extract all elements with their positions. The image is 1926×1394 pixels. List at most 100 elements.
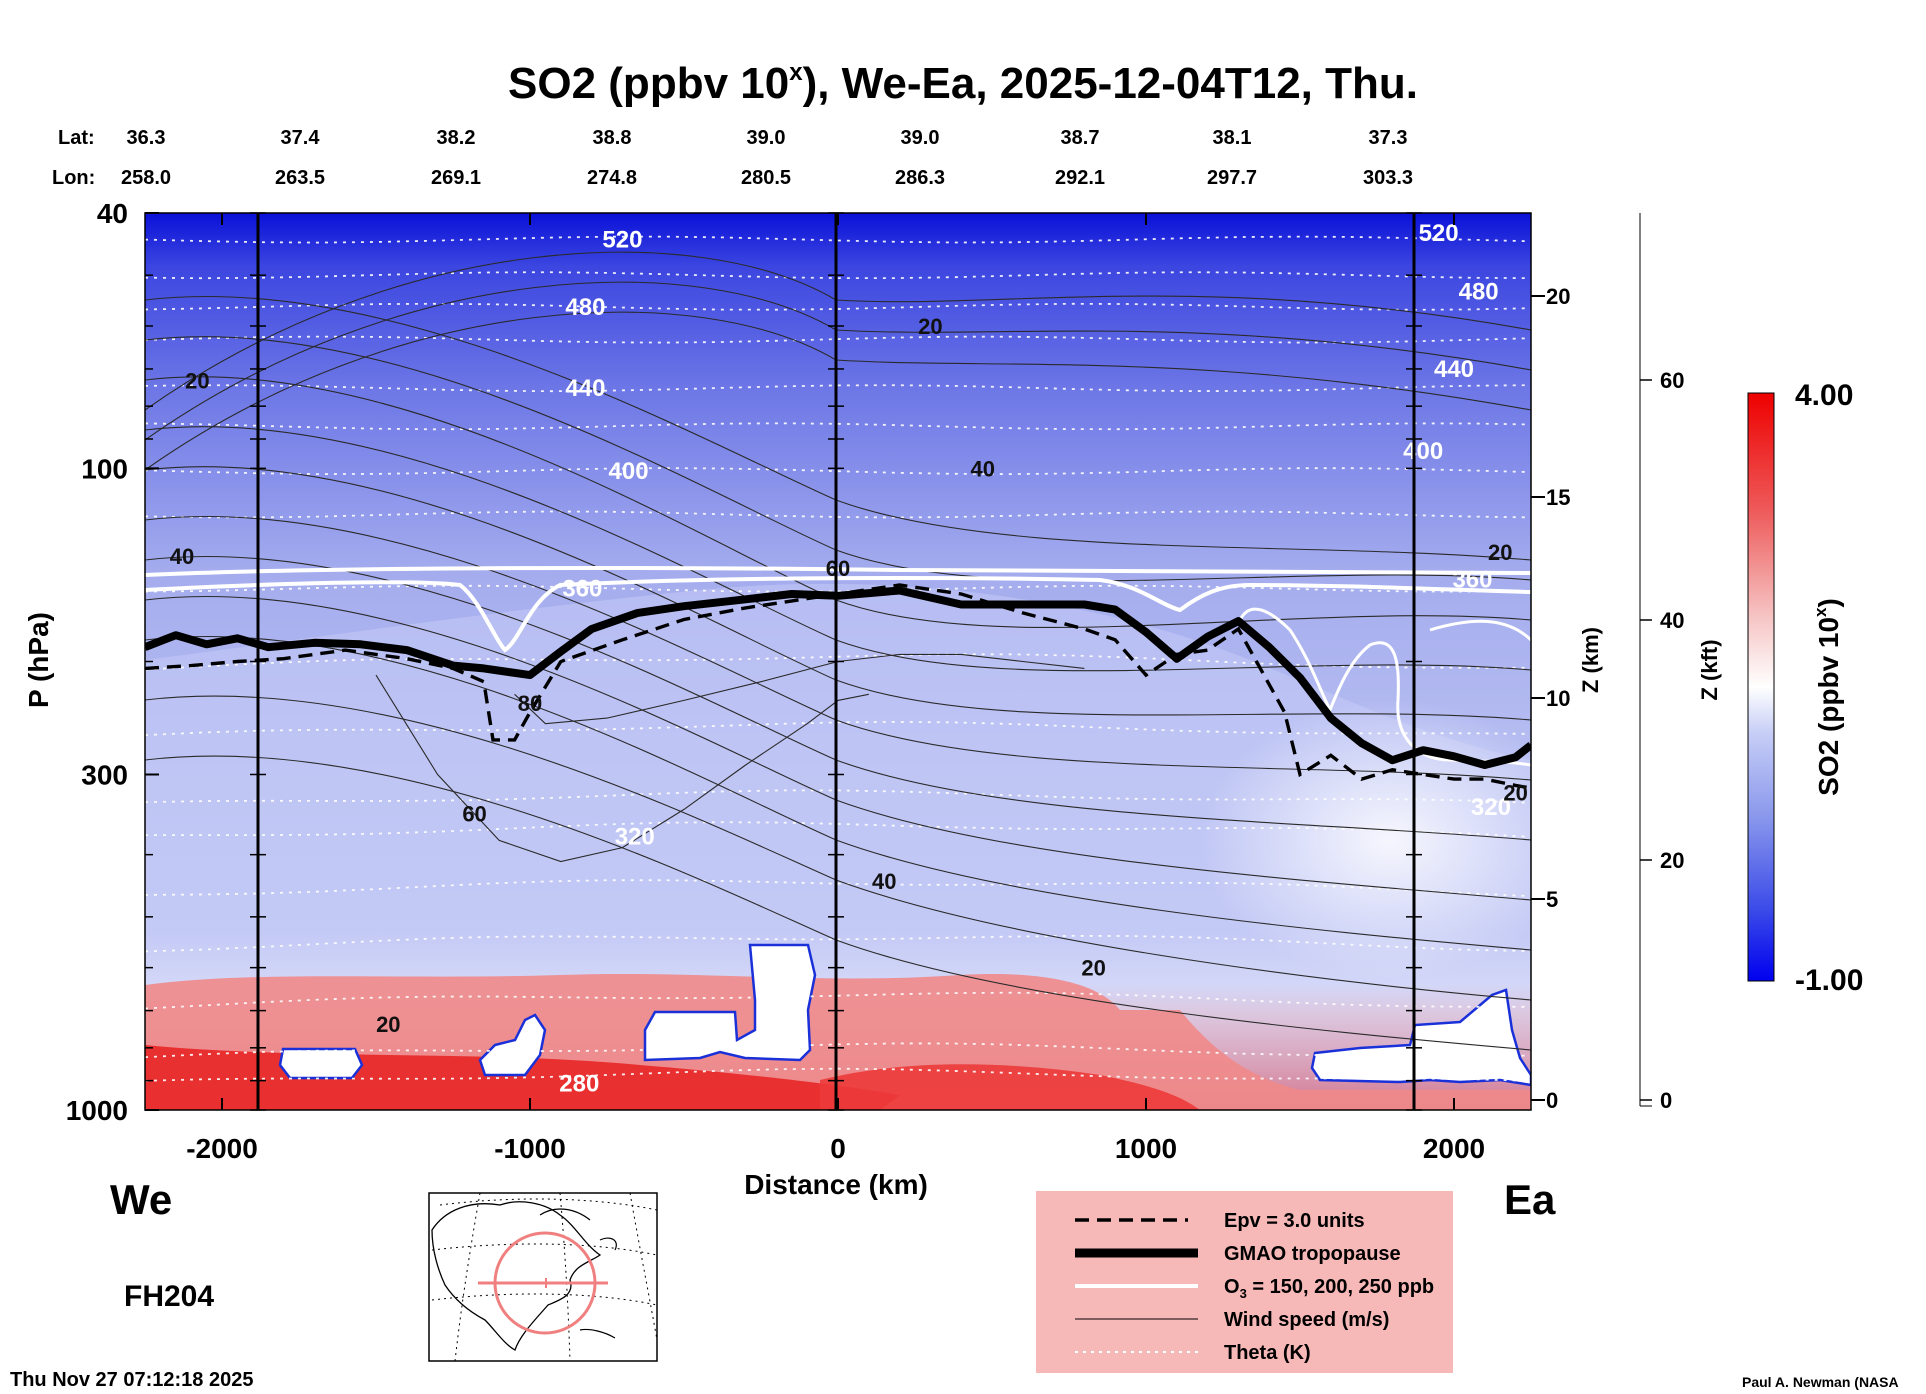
theta-label: 440 [565, 375, 605, 402]
wind-speed-label: 40 [872, 869, 896, 894]
lon-value: 274.8 [587, 167, 637, 189]
wind-speed-label: 20 [1488, 540, 1512, 565]
wind-speed-label: 60 [826, 556, 850, 581]
legend: Epv = 3.0 units GMAO tropopause O3 = 150… [1036, 1191, 1453, 1373]
theta-label: 400 [609, 458, 649, 485]
wind-speed-label: 80 [518, 691, 542, 716]
theta-contour [145, 384, 1531, 393]
direction-west: We [110, 1176, 172, 1223]
y-tick-label: 300 [81, 759, 128, 790]
lon-value: 258.0 [121, 167, 171, 189]
x-tick-label: 0 [830, 1133, 846, 1164]
theta-contour [145, 1042, 1531, 1059]
lon-value: 292.1 [1055, 167, 1105, 189]
theta-label: 360 [1452, 566, 1492, 593]
theta-label: 480 [1459, 278, 1499, 305]
x-axis-label: Distance (km) [744, 1169, 928, 1200]
theta-contour [145, 271, 1531, 280]
lon-value: 286.3 [895, 167, 945, 189]
theta-label: 320 [615, 824, 655, 851]
chart-title: SO2 (ppbv 10x), We-Ea, 2025-12-04T12, Th… [508, 59, 1418, 108]
z-kft-label: Z (kft) [1697, 639, 1722, 700]
theta-contour [145, 991, 1531, 1010]
z-kft-tick-label: 20 [1660, 848, 1684, 873]
wind-speed-label: 20 [1503, 780, 1527, 805]
wind-speed-contour [375, 674, 869, 863]
x-tick-label: 2000 [1423, 1133, 1485, 1164]
legend-theta: Theta (K) [1224, 1342, 1311, 1364]
x-tick-label: 1000 [1115, 1133, 1177, 1164]
epv-3-units-line [145, 583, 1531, 790]
lon-value: 280.5 [741, 167, 791, 189]
wind-speed-label: 40 [170, 544, 194, 569]
lon-value: 303.3 [1363, 167, 1413, 189]
colorbar-max-label: 4.00 [1795, 379, 1853, 412]
wind-speed-label: 60 [462, 801, 486, 826]
lon-value: 263.5 [275, 167, 325, 189]
theta-label: 440 [1434, 356, 1474, 383]
theta-label: 280 [559, 1071, 599, 1098]
theta-contour [145, 235, 1531, 244]
credit: Paul A. Newman (NASA [1742, 1374, 1899, 1390]
direction-east: Ea [1504, 1176, 1556, 1223]
colorbar-label: SO2 (ppbv 10x) [1811, 598, 1844, 796]
legend-ozone: O3 = 150, 200, 250 ppb [1224, 1276, 1434, 1301]
lon-value: 297.7 [1207, 167, 1257, 189]
legend-epv: Epv = 3.0 units [1224, 1210, 1365, 1232]
y-tick-label: 100 [81, 453, 128, 484]
y-tick-label: 1000 [66, 1095, 128, 1126]
theta-contour [145, 879, 1531, 898]
lat-lon-header: Lat: Lon: 36.3 37.4 38.2 38.8 39.0 39.0 38.7 38… [52, 127, 1413, 189]
theta-contour [145, 653, 1531, 671]
forecast-hour: FH204 [124, 1280, 214, 1313]
theta-label: 480 [565, 294, 605, 321]
z-km-tick-label: 15 [1546, 485, 1570, 510]
wind-speed-contour [514, 653, 1085, 725]
z-km-tick-label: 0 [1546, 1088, 1558, 1113]
lat-value: 39.0 [747, 127, 786, 149]
theta-label: 320 [1471, 794, 1511, 821]
theta-contour [145, 821, 1531, 838]
wind-speed-label: 20 [1081, 956, 1105, 981]
theta-label: 360 [562, 576, 602, 603]
legend-tropopause: GMAO tropopause [1224, 1243, 1401, 1265]
wind-speed-label: 20 [918, 314, 942, 339]
theta-contour [145, 302, 1531, 311]
locator-map [428, 1192, 658, 1362]
wind-speed-label: 40 [971, 456, 995, 481]
wind-speed-label: 20 [185, 369, 209, 394]
lat-value: 37.4 [281, 127, 321, 149]
z-kft-tick-label: 60 [1660, 368, 1684, 393]
theta-contour [145, 789, 1531, 804]
z-kft-tick-label: 0 [1660, 1088, 1672, 1113]
y-axis-label: P (hPa) [23, 612, 54, 708]
timestamp: Thu Nov 27 07:12:18 2025 [10, 1369, 253, 1391]
theta-contour [145, 335, 1531, 344]
lat-label: Lat: [58, 127, 95, 149]
theta-contour [145, 934, 1531, 953]
lat-value: 38.7 [1061, 127, 1100, 149]
gmao-tropopause-line [145, 586, 1531, 769]
lon-label: Lon: [52, 167, 95, 189]
lon-value: 269.1 [431, 167, 481, 189]
z-kft-tick-label: 40 [1660, 608, 1684, 633]
lat-value: 38.8 [593, 127, 632, 149]
z-km-tick-label: 5 [1546, 887, 1558, 912]
theta-contour [145, 422, 1531, 431]
lat-value: 37.3 [1369, 127, 1408, 149]
x-tick-label: -1000 [494, 1133, 566, 1164]
lat-value: 38.2 [437, 127, 476, 149]
lat-value: 36.3 [127, 127, 166, 149]
legend-wind: Wind speed (m/s) [1224, 1309, 1389, 1331]
theta-label: 520 [1419, 220, 1459, 247]
theta-label: 520 [602, 227, 642, 254]
z-km-label: Z (km) [1578, 627, 1603, 693]
wind-speed-label: 20 [376, 1012, 400, 1037]
colorbar [1747, 392, 1775, 982]
lat-value: 38.1 [1213, 127, 1252, 149]
theta-contour [145, 1067, 1531, 1082]
theta-contour [145, 584, 1531, 593]
x-tick-label: -2000 [186, 1133, 258, 1164]
z-km-tick-label: 20 [1546, 284, 1570, 309]
